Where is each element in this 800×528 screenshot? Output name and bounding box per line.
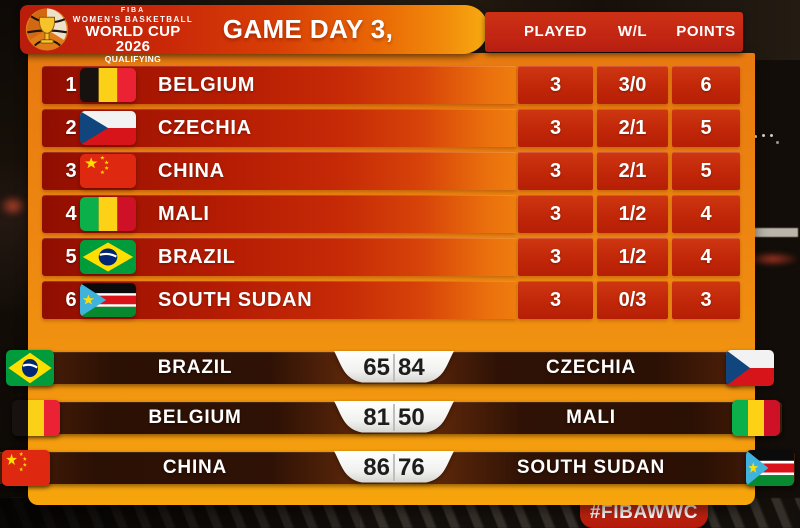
away-team-name: CZECHIA [545, 357, 637, 378]
team-name: BRAZIL [158, 246, 236, 268]
rank-label: 2 [65, 117, 77, 139]
standings-row: 2 CZECHIA 3 2/1 5 [42, 109, 740, 147]
standings-table: 1 BELGIUM 3 3/0 6 2 CZECHIA 3 2/1 5 3 CH… [42, 66, 740, 324]
flag-icon [80, 154, 136, 188]
home-team-name: CHINA [162, 457, 228, 478]
score-divider [393, 354, 395, 381]
header-banner: FIBA WOMEN'S BASKETBALL WORLD CUP 2026 Q… [20, 5, 488, 93]
standings-row: 3 CHINA 3 2/1 5 [42, 152, 740, 190]
away-flag-icon [726, 350, 774, 386]
standings-row: 1 BELGIUM 3 3/0 6 [42, 66, 740, 104]
fiba-brand-label: FIBA [120, 7, 146, 14]
team-name: CHINA [158, 160, 225, 182]
played-value: 3 [518, 281, 593, 319]
result-row: CHINA 86 76 SOUTH SUDAN [0, 450, 800, 486]
arena-background-left [0, 0, 30, 528]
column-label-wl: W/L [617, 23, 648, 40]
home-score: 86 [363, 454, 390, 481]
away-flag-icon [746, 450, 794, 486]
rank-label: 4 [65, 203, 77, 225]
flag-icon [80, 197, 136, 231]
win-loss-value: 1/2 [597, 195, 668, 233]
win-loss-value: 1/2 [597, 238, 668, 276]
home-score: 65 [363, 354, 390, 381]
played-value: 3 [518, 66, 593, 104]
home-team-name: BELGIUM [148, 407, 242, 428]
rank-label: 6 [65, 289, 77, 311]
team-name: SOUTH SUDAN [158, 289, 313, 311]
home-score: 81 [363, 404, 390, 431]
team-name: CZECHIA [158, 117, 252, 139]
hashtag-label: #FIBAWWC [589, 502, 699, 523]
played-value: 3 [518, 152, 593, 190]
result-row: BRAZIL 65 84 CZECHIA [0, 350, 800, 386]
arena-red-glow [748, 252, 798, 266]
points-value: 6 [672, 66, 740, 104]
away-score: 84 [398, 354, 425, 381]
played-value: 3 [518, 195, 593, 233]
fiba-trophy-ball-icon [25, 8, 69, 51]
flag-icon [80, 283, 136, 317]
column-label-played: PLAYED [523, 23, 588, 40]
hashtag-banner: #FIBAWWC [580, 497, 708, 528]
win-loss-value: 2/1 [597, 109, 668, 147]
team-name: BELGIUM [158, 74, 256, 96]
home-flag-icon [12, 400, 60, 436]
home-flag-icon [2, 450, 50, 486]
womens-basketball-label: WOMEN'S BASKETBALL [72, 15, 194, 24]
points-value: 5 [672, 109, 740, 147]
points-value: 3 [672, 281, 740, 319]
score-ribbon: 65 84 [332, 351, 456, 385]
score-ribbon: 86 76 [332, 451, 456, 485]
score-divider [393, 404, 395, 431]
away-score: 50 [398, 404, 425, 431]
standings-row: 5 BRAZIL 3 1/2 4 [42, 238, 740, 276]
played-value: 3 [518, 109, 593, 147]
points-value: 4 [672, 195, 740, 233]
home-team-name: BRAZIL [157, 357, 233, 378]
arena-courtside-banner [752, 228, 798, 237]
score-ribbon: 81 50 [332, 401, 456, 435]
rank-label: 3 [65, 160, 77, 182]
score-divider [393, 454, 395, 481]
arena-left-glow [0, 196, 26, 216]
column-label-points: POINTS [676, 23, 736, 40]
home-flag-icon [6, 350, 54, 386]
fiba-wordmark: FIBA WOMEN'S BASKETBALL WORLD CUP 2026 Q… [72, 7, 194, 74]
win-loss-value: 2/1 [597, 152, 668, 190]
flag-icon [80, 111, 136, 145]
flag-icon [80, 68, 136, 102]
points-value: 4 [672, 238, 740, 276]
result-row: BELGIUM 81 50 MALI [0, 400, 800, 436]
standings-row: 6 SOUTH SUDAN 3 0/3 3 [42, 281, 740, 319]
standings-row: 4 MALI 3 1/2 4 [42, 195, 740, 233]
flag-icon [80, 240, 136, 274]
away-score: 76 [398, 454, 425, 481]
win-loss-value: 0/3 [597, 281, 668, 319]
win-loss-value: 3/0 [597, 66, 668, 104]
away-team-name: SOUTH SUDAN [516, 457, 666, 478]
rank-label: 1 [65, 74, 77, 96]
team-name: MALI [158, 203, 210, 225]
page-title: GAME DAY 3, GROUP A [222, 14, 394, 93]
played-value: 3 [518, 238, 593, 276]
world-cup-label: WORLD CUP 2026 [85, 23, 181, 55]
rank-label: 5 [65, 246, 77, 268]
away-flag-icon [732, 400, 780, 436]
stats-column-header: PLAYED W/L POINTS [485, 12, 743, 52]
away-team-name: MALI [566, 407, 616, 428]
points-value: 5 [672, 152, 740, 190]
